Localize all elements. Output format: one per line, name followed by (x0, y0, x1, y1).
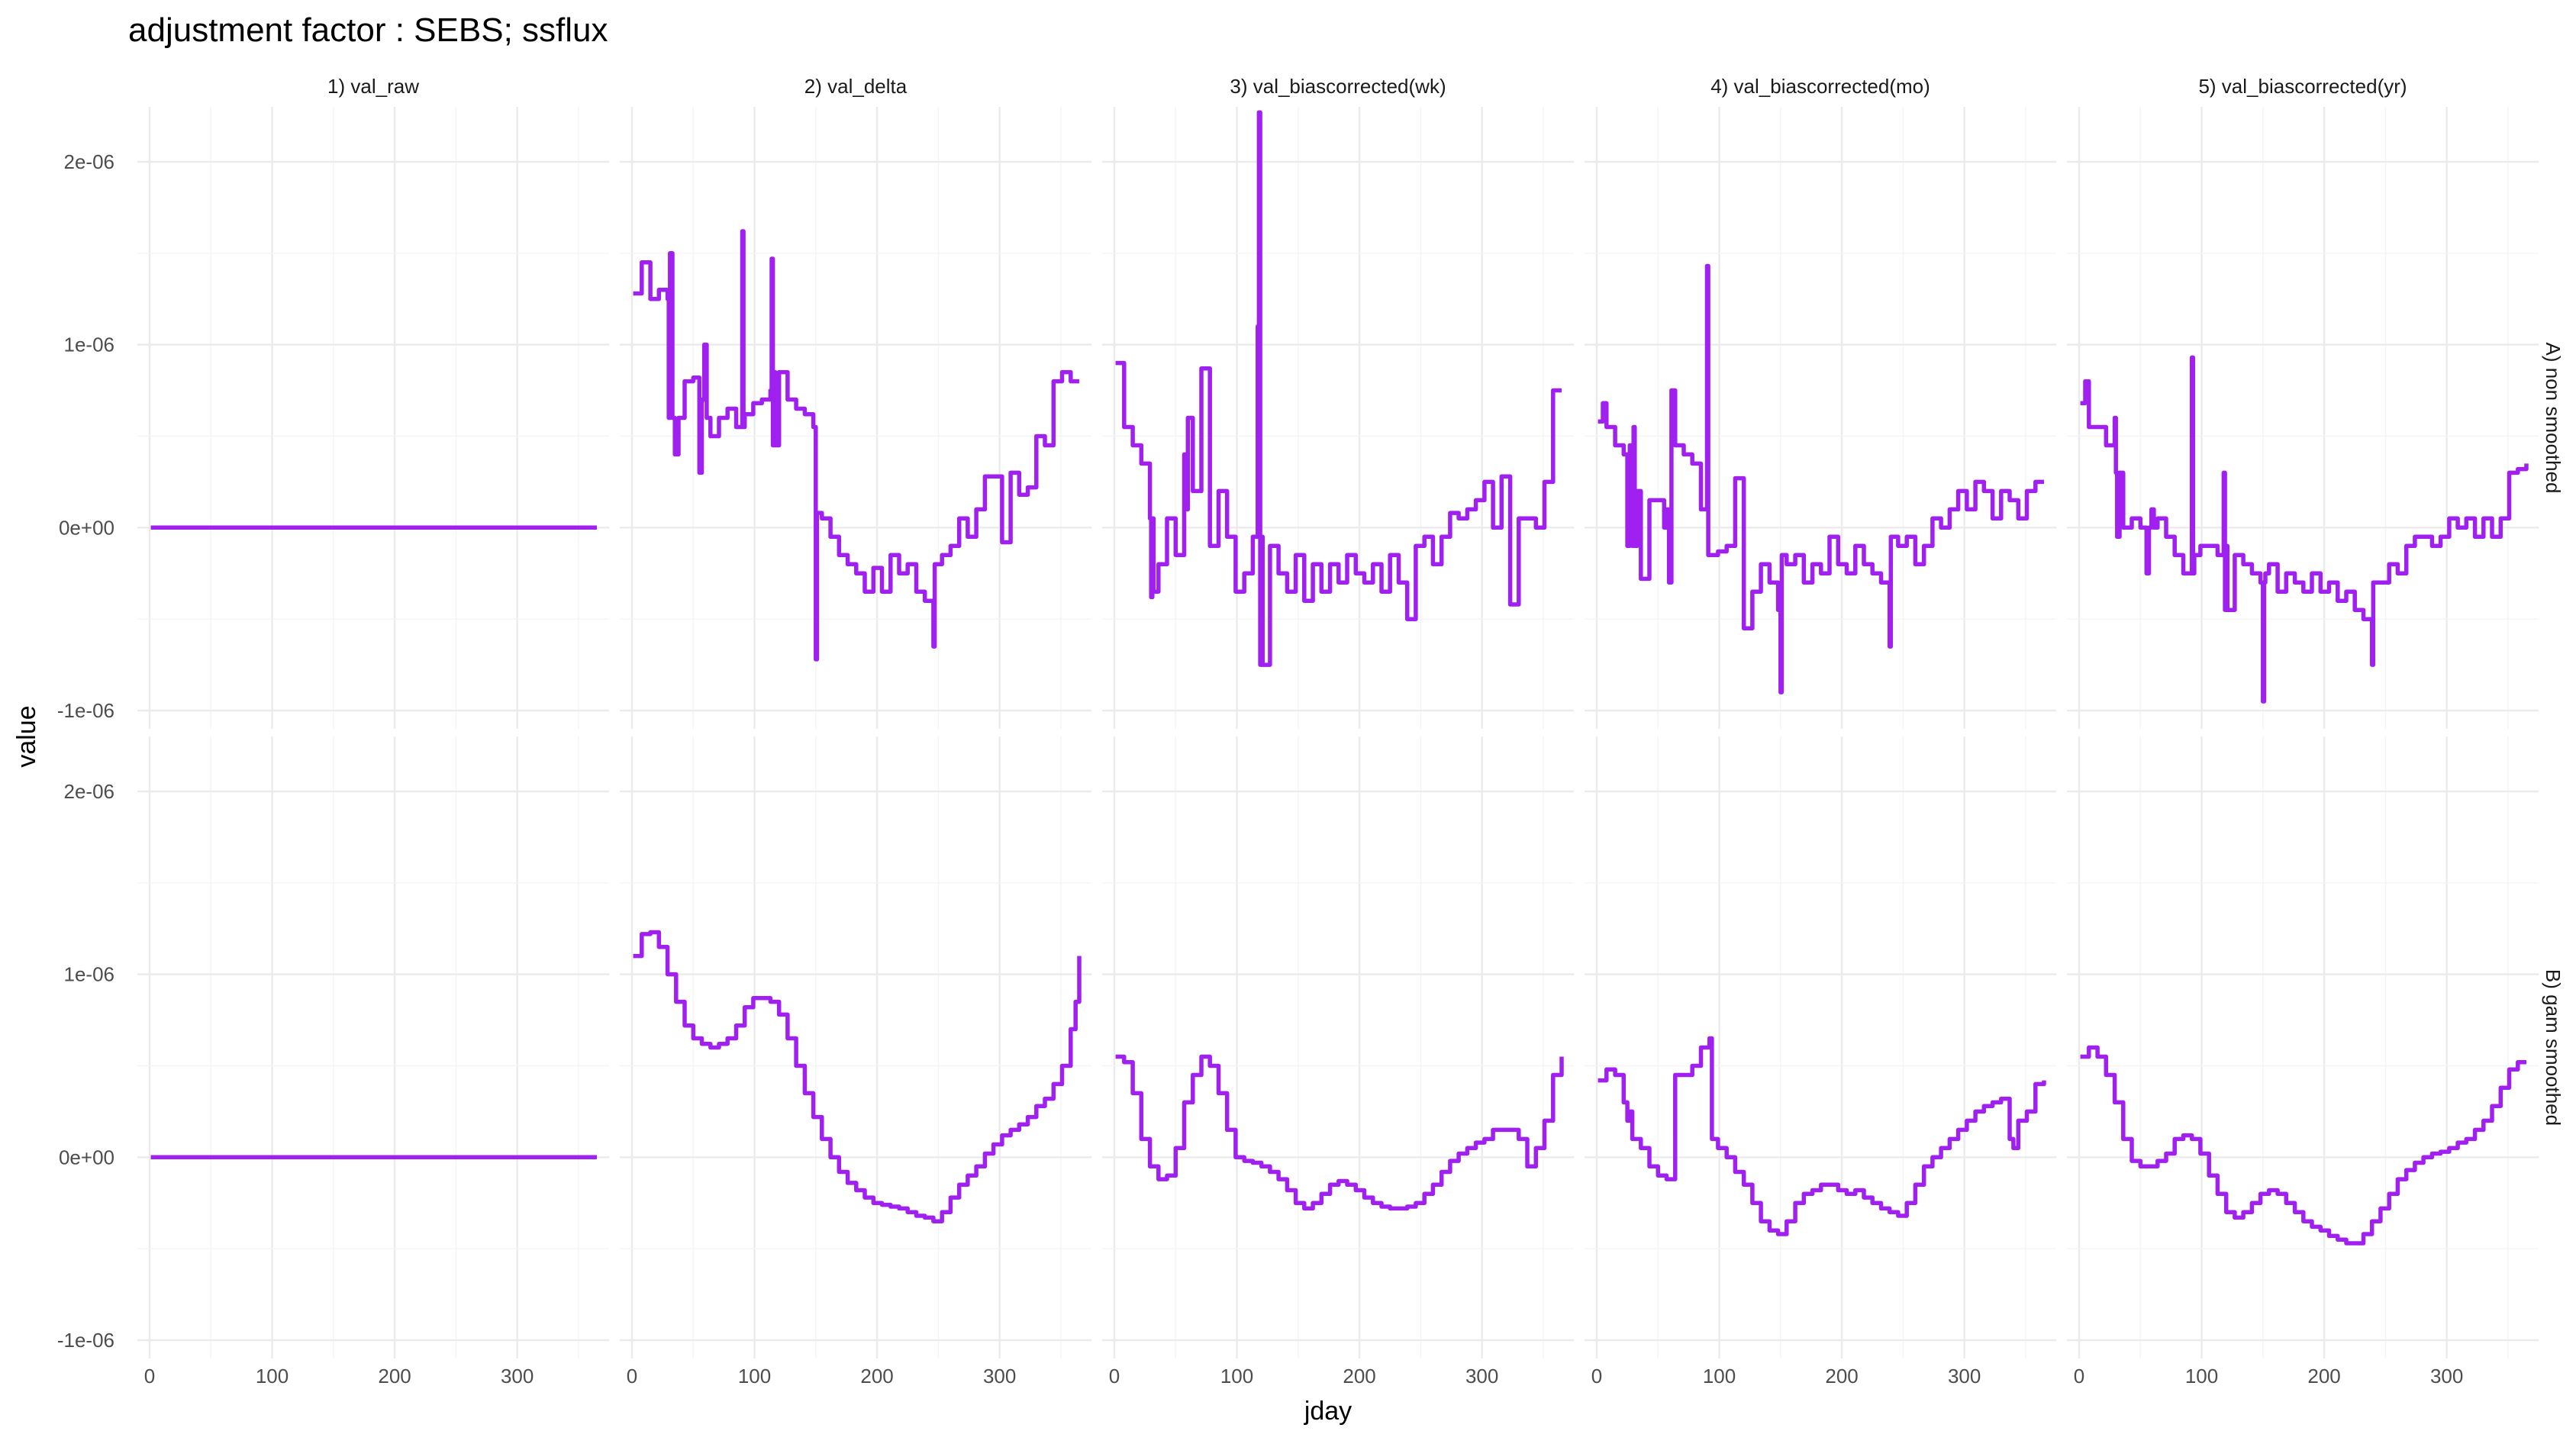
row-strip-label: B) gam smoothed (2542, 969, 2565, 1126)
x-tick-label: 100 (1220, 1365, 1253, 1387)
panel-grid (137, 107, 609, 729)
y-tick-label: 1e-06 (64, 963, 115, 986)
series-line-r0-c1 (633, 229, 1079, 662)
x-tick-label: 100 (2185, 1365, 2218, 1387)
x-tick-label: 200 (2307, 1365, 2340, 1387)
x-tick-label: 0 (1591, 1365, 1602, 1387)
series-line-r0-c4 (2080, 355, 2529, 704)
x-tick-label: 100 (256, 1365, 289, 1387)
column-strip-label: 3) val_biascorrected(wk) (1230, 75, 1446, 98)
row-strip-label: A) non smoothed (2542, 342, 2565, 493)
column-strip-label: 5) val_biascorrected(yr) (2198, 75, 2407, 98)
x-tick-label: 200 (378, 1365, 411, 1387)
column-strip-label: 1) val_raw (327, 75, 419, 98)
x-tick-label: 0 (1109, 1365, 1120, 1387)
y-tick-label: 0e+00 (59, 1146, 114, 1168)
series-line-r1-c1 (633, 930, 1082, 1223)
y-tick-label: 2e-06 (64, 780, 115, 803)
y-tick-label: 1e-06 (64, 334, 115, 356)
y-axis-label: value (12, 705, 41, 767)
chart-title: adjustment factor : SEBS; ssflux (128, 11, 608, 49)
panel-grid (620, 736, 1091, 1358)
y-tick-label: -1e-06 (57, 699, 114, 722)
series-line-r1-c2 (1115, 1054, 1564, 1211)
column-strip-label: 2) val_delta (804, 75, 908, 98)
column-strip-label: 4) val_biascorrected(mo) (1710, 75, 1930, 98)
y-tick-label: 2e-06 (64, 150, 115, 173)
x-tick-label: 200 (1825, 1365, 1858, 1387)
panel-grid (2067, 107, 2539, 729)
x-tick-label: 300 (983, 1365, 1016, 1387)
panel-grid (1102, 107, 1574, 729)
x-axis-label: jday (1304, 1397, 1352, 1426)
x-tick-label: 300 (2430, 1365, 2463, 1387)
x-tick-label: 100 (738, 1365, 771, 1387)
x-tick-label: 300 (1948, 1365, 1981, 1387)
x-tick-label: 200 (1343, 1365, 1375, 1387)
series-line-r0-c2 (1115, 110, 1562, 667)
series-line-r1-c4 (2080, 1045, 2526, 1246)
series-line-r0-c3 (1598, 263, 2044, 695)
panels-group: 1) val_raw 2) val_delta 3) val_biascorrect… (57, 75, 2565, 1387)
panel-grid (1102, 736, 1574, 1358)
panel-grid (620, 107, 1091, 729)
panel-grid (2067, 736, 2539, 1358)
x-tick-label: 200 (860, 1365, 893, 1387)
panel-grid (1585, 736, 2056, 1358)
x-tick-label: 0 (144, 1365, 155, 1387)
x-tick-label: 0 (627, 1365, 637, 1387)
x-tick-label: 100 (1703, 1365, 1736, 1387)
y-tick-label: 0e+00 (59, 516, 114, 539)
panel-grid (137, 736, 609, 1358)
series-line-r1-c3 (1598, 1036, 2046, 1236)
x-tick-label: 300 (501, 1365, 534, 1387)
panel-grid (1585, 107, 2056, 729)
x-tick-label: 0 (2074, 1365, 2084, 1387)
y-tick-label: -1e-06 (57, 1329, 114, 1352)
x-tick-label: 300 (1465, 1365, 1498, 1387)
